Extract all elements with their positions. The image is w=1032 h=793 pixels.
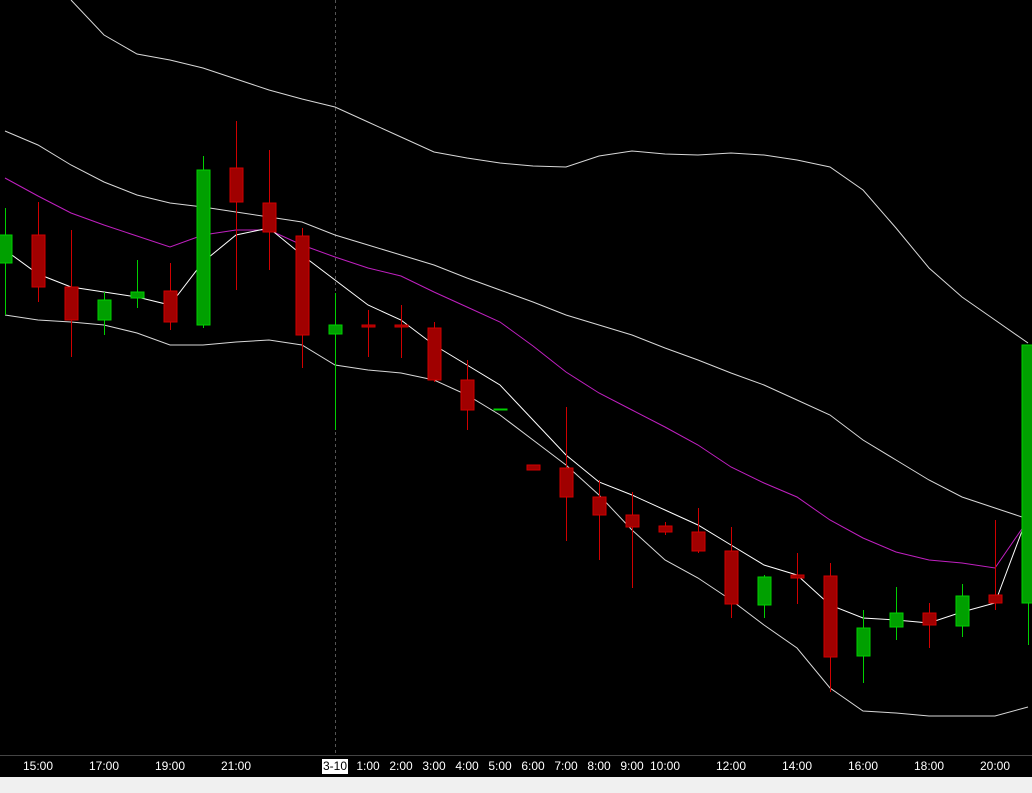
candle-body xyxy=(130,291,145,299)
candle-body xyxy=(460,379,475,411)
candle-body xyxy=(559,467,574,498)
candle-body xyxy=(658,525,673,533)
candle-body xyxy=(724,550,739,605)
candle-body xyxy=(1021,344,1032,604)
candle-body xyxy=(889,612,904,628)
candle-body xyxy=(427,327,442,381)
candle-body xyxy=(526,464,541,471)
time-label: 12:00 xyxy=(716,759,746,773)
date-label: 3-10 xyxy=(323,759,347,773)
candle-body xyxy=(493,408,508,411)
candle-body xyxy=(394,324,409,328)
candle-body xyxy=(31,234,46,288)
time-label: 4:00 xyxy=(455,759,479,773)
time-label: 14:00 xyxy=(782,759,812,773)
candle-body xyxy=(328,324,343,335)
candle-body xyxy=(955,595,970,627)
time-label: 21:00 xyxy=(221,759,251,773)
time-label: 18:00 xyxy=(914,759,944,773)
candle-body xyxy=(856,627,871,657)
candle-body xyxy=(196,169,211,326)
time-label: 8:00 xyxy=(587,759,611,773)
time-label: 3:00 xyxy=(422,759,446,773)
time-label: 7:00 xyxy=(554,759,578,773)
time-label: 17:00 xyxy=(89,759,119,773)
candle-body xyxy=(97,299,112,321)
time-label: 15:00 xyxy=(23,759,53,773)
indicator-line xyxy=(4,130,1029,520)
date-highlight xyxy=(322,759,348,774)
time-label: 10:00 xyxy=(650,759,680,773)
indicator-line xyxy=(4,177,1029,569)
candle-body xyxy=(757,576,772,606)
candle-body xyxy=(163,290,178,323)
status-strip xyxy=(0,777,1032,793)
time-label: 16:00 xyxy=(848,759,878,773)
time-label: 9:00 xyxy=(620,759,644,773)
candle-body xyxy=(361,324,376,328)
candle-body xyxy=(691,531,706,552)
time-label: 6:00 xyxy=(521,759,545,773)
candle-body xyxy=(625,514,640,528)
time-label: 19:00 xyxy=(155,759,185,773)
time-label: 2:00 xyxy=(389,759,413,773)
candle-body xyxy=(790,574,805,579)
time-label: 1:00 xyxy=(356,759,380,773)
candle-body xyxy=(64,286,79,321)
time-label: 5:00 xyxy=(488,759,512,773)
candle-body xyxy=(295,235,310,336)
indicator-line xyxy=(4,314,1029,717)
indicator-line xyxy=(70,0,1029,344)
candle-body xyxy=(823,575,838,658)
candle-body xyxy=(262,202,277,233)
candle-body xyxy=(592,496,607,516)
candle-body xyxy=(0,234,13,264)
candle-body xyxy=(988,594,1003,604)
time-label: 20:00 xyxy=(980,759,1010,773)
time-axis xyxy=(0,755,1032,777)
candle-body xyxy=(229,167,244,203)
plot-area xyxy=(0,0,1032,755)
candle-body xyxy=(922,612,937,626)
